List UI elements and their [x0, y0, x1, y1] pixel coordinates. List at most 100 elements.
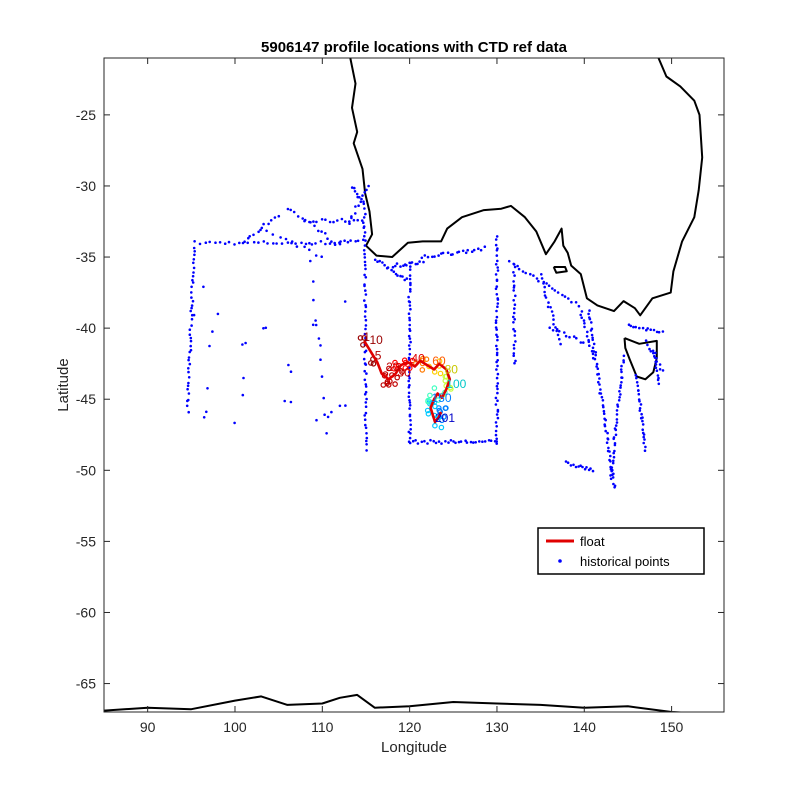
historical-point — [644, 339, 648, 342]
historical-point — [420, 440, 424, 444]
historical-point — [407, 334, 411, 338]
historical-point — [653, 354, 656, 358]
historical-point — [303, 245, 306, 249]
historical-point — [495, 344, 498, 348]
historical-point — [512, 352, 516, 355]
historical-point — [572, 463, 575, 467]
historical-point — [553, 289, 557, 292]
historical-point — [315, 220, 318, 224]
historical-point — [495, 353, 499, 357]
coastline-segment — [349, 58, 704, 317]
historical-point — [612, 459, 615, 463]
historical-point — [494, 396, 498, 400]
historical-point — [273, 216, 277, 219]
historical-point — [656, 378, 660, 382]
historical-point — [638, 407, 642, 410]
historical-point — [408, 337, 412, 340]
historical-point — [550, 310, 554, 313]
historical-point — [408, 383, 411, 387]
historical-point — [494, 326, 498, 329]
historical-point — [363, 244, 367, 247]
historical-point — [609, 454, 612, 458]
historical-point — [343, 300, 347, 303]
historical-point — [324, 242, 327, 246]
historical-point — [547, 301, 550, 304]
historical-point — [494, 403, 498, 406]
historical-point — [365, 449, 368, 452]
float-profile-marker — [392, 359, 398, 366]
historical-point — [426, 442, 429, 445]
historical-point — [512, 315, 515, 319]
historical-point — [409, 265, 412, 268]
historical-point — [513, 307, 516, 310]
historical-point — [373, 258, 377, 262]
historical-point — [192, 258, 196, 261]
historical-point — [449, 439, 453, 442]
historical-point — [512, 286, 516, 289]
historical-point — [314, 319, 317, 322]
historical-point — [579, 341, 583, 344]
historical-point — [363, 418, 367, 422]
historical-point — [549, 306, 552, 309]
historical-point — [495, 279, 499, 283]
historical-point — [512, 354, 515, 358]
historical-point — [193, 240, 196, 243]
historical-point — [364, 401, 368, 404]
historical-point — [280, 242, 284, 245]
historical-point — [654, 351, 657, 355]
historical-point — [338, 404, 342, 408]
historical-point — [193, 253, 196, 257]
float-profile-marker — [386, 365, 392, 372]
historical-point — [495, 309, 498, 313]
historical-point — [618, 396, 621, 399]
historical-point — [616, 405, 620, 408]
float-profile-marker — [438, 424, 445, 431]
historical-point — [649, 350, 653, 353]
historical-point — [479, 248, 483, 252]
historical-point — [457, 250, 461, 254]
historical-point — [190, 291, 193, 294]
historical-point — [408, 436, 412, 440]
historical-point — [294, 242, 297, 245]
historical-point — [489, 439, 493, 443]
historical-point — [564, 460, 568, 463]
historical-point — [636, 384, 640, 388]
historical-point — [516, 264, 519, 268]
historical-point — [422, 260, 425, 264]
historical-point — [495, 347, 499, 351]
historical-point — [496, 364, 499, 368]
historical-point — [622, 354, 626, 358]
float-track-line — [363, 340, 452, 424]
historical-point — [300, 241, 303, 245]
historical-point — [190, 304, 194, 307]
historical-point — [552, 323, 555, 326]
historical-point — [451, 253, 454, 256]
profile-number-label: 100 — [446, 377, 466, 391]
historical-point — [409, 281, 412, 285]
historical-point — [319, 344, 322, 347]
historical-point — [494, 243, 498, 247]
historical-point — [357, 204, 360, 207]
historical-point — [574, 301, 578, 304]
historical-point — [248, 235, 251, 238]
historical-point — [496, 399, 499, 403]
historical-point — [309, 221, 312, 224]
historical-point — [364, 426, 368, 430]
historical-point — [459, 440, 463, 443]
historical-point — [444, 440, 447, 443]
historical-point — [362, 226, 366, 229]
historical-point — [326, 237, 329, 240]
historical-point — [408, 304, 412, 307]
historical-point — [214, 241, 217, 244]
historical-point — [496, 382, 500, 385]
historical-point — [312, 298, 315, 302]
historical-point — [262, 222, 265, 226]
historical-point — [561, 293, 564, 297]
historical-point — [409, 419, 412, 422]
historical-point — [395, 262, 399, 265]
x-tick-label: 110 — [311, 719, 334, 735]
historical-point — [362, 216, 366, 219]
historical-point — [361, 194, 364, 197]
historical-point — [495, 235, 499, 238]
historical-point — [638, 400, 641, 403]
